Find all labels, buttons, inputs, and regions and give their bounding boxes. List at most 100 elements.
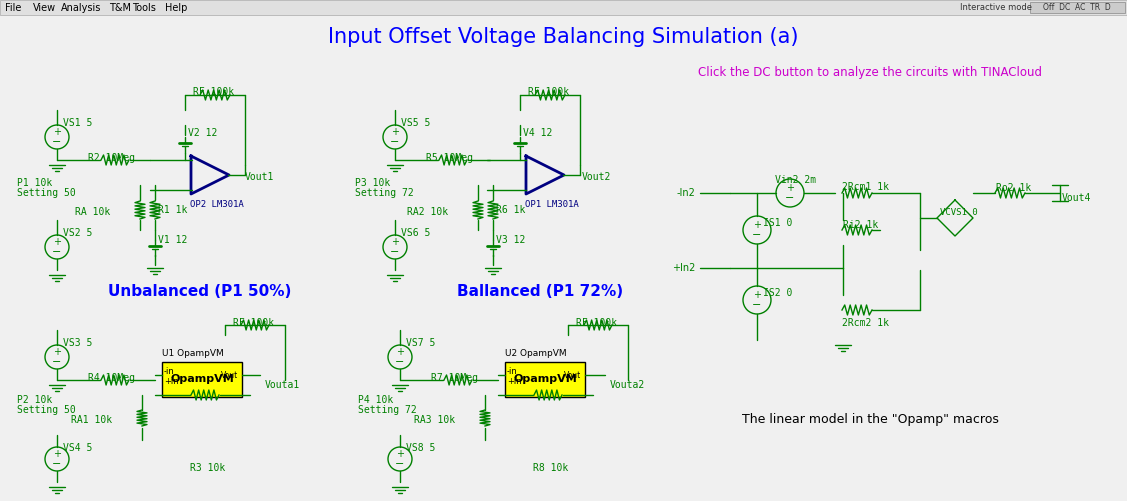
Text: RA3 10k: RA3 10k — [414, 415, 455, 425]
Text: Setting 72: Setting 72 — [358, 405, 417, 415]
Text: OP1 LM301A: OP1 LM301A — [525, 200, 579, 209]
Text: Click the DC button to analyze the circuits with TINACloud: Click the DC button to analyze the circu… — [698, 66, 1042, 79]
Bar — [162, 362, 242, 397]
Text: Off  DC  AC  TR  D: Off DC AC TR D — [1044, 3, 1111, 12]
Text: R1 1k: R1 1k — [158, 205, 187, 215]
Text: 2Rcm2 1k: 2Rcm2 1k — [842, 318, 889, 328]
Text: +: + — [753, 290, 761, 300]
Text: V2 12: V2 12 — [188, 128, 218, 138]
Text: R3 10k: R3 10k — [190, 463, 225, 473]
Text: RF 100k: RF 100k — [233, 318, 274, 328]
Text: R5 10Meg: R5 10Meg — [426, 153, 473, 163]
Text: R4 10Meg: R4 10Meg — [88, 373, 135, 383]
Text: −: − — [390, 137, 400, 147]
Text: Vout4: Vout4 — [1062, 193, 1091, 203]
Text: V3 12: V3 12 — [496, 235, 525, 245]
Text: Vin2 2m: Vin2 2m — [775, 175, 816, 185]
Bar — [505, 362, 585, 397]
Text: Input Offset Voltage Balancing Simulation (a): Input Offset Voltage Balancing Simulatio… — [328, 27, 798, 47]
Text: RF 100k: RF 100k — [193, 87, 234, 97]
Text: +: + — [396, 347, 403, 357]
Text: -In2: -In2 — [676, 188, 695, 198]
Text: +in: +in — [507, 376, 522, 385]
Text: P2 10k: P2 10k — [17, 395, 52, 405]
Text: View: View — [33, 3, 56, 13]
Text: RF 100k: RF 100k — [576, 318, 618, 328]
Text: RF 100k: RF 100k — [529, 87, 569, 97]
Text: Analysis: Analysis — [61, 3, 101, 13]
Text: P1 10k: P1 10k — [17, 178, 52, 188]
Text: U2 OpampVM: U2 OpampVM — [505, 349, 567, 358]
Text: Setting 50: Setting 50 — [17, 188, 76, 198]
Text: Setting 72: Setting 72 — [355, 188, 414, 198]
Text: −: − — [390, 247, 400, 257]
Text: −: − — [396, 357, 405, 367]
Text: +In2: +In2 — [672, 263, 695, 273]
Text: −: − — [52, 357, 62, 367]
Text: +: + — [391, 237, 399, 247]
Text: 2Rcm1 1k: 2Rcm1 1k — [842, 182, 889, 192]
Text: VS3 5: VS3 5 — [63, 338, 92, 348]
Text: +: + — [53, 237, 61, 247]
Text: +: + — [53, 127, 61, 137]
Text: RA 10k: RA 10k — [74, 207, 110, 217]
Text: +: + — [391, 127, 399, 137]
Text: Vouta1: Vouta1 — [265, 380, 300, 390]
Text: Vout: Vout — [221, 372, 238, 380]
Text: OpampVM: OpampVM — [513, 375, 577, 384]
Text: Vout2: Vout2 — [582, 172, 611, 182]
Text: R7 10Meg: R7 10Meg — [431, 373, 478, 383]
Text: +: + — [53, 347, 61, 357]
Text: P3 10k: P3 10k — [355, 178, 390, 188]
Text: Unbalanced (P1 50%): Unbalanced (P1 50%) — [108, 285, 292, 300]
Text: +: + — [396, 449, 403, 459]
Text: IS1 0: IS1 0 — [763, 218, 792, 228]
Text: −: − — [786, 193, 795, 203]
Text: IS2 0: IS2 0 — [763, 288, 792, 298]
Text: VS7 5: VS7 5 — [406, 338, 435, 348]
Text: Tools: Tools — [132, 3, 156, 13]
Text: Vout1: Vout1 — [245, 172, 274, 182]
Text: VS5 5: VS5 5 — [401, 118, 431, 128]
Bar — [1030, 2, 1125, 13]
Text: −: − — [52, 247, 62, 257]
Text: VS4 5: VS4 5 — [63, 443, 92, 453]
Text: R6 1k: R6 1k — [496, 205, 525, 215]
Text: VCVS1 0: VCVS1 0 — [940, 208, 977, 217]
Text: Help: Help — [165, 3, 187, 13]
Text: VS6 5: VS6 5 — [401, 228, 431, 238]
Text: +in: +in — [165, 376, 178, 385]
Text: −: − — [396, 459, 405, 469]
Text: OpampVM: OpampVM — [170, 375, 234, 384]
Text: Interactive mode: Interactive mode — [960, 3, 1032, 12]
Bar — [0, 0, 1127, 15]
Text: U1 OpampVM: U1 OpampVM — [162, 349, 224, 358]
Text: -in: -in — [507, 367, 517, 376]
Text: P4 10k: P4 10k — [358, 395, 393, 405]
Text: VS2 5: VS2 5 — [63, 228, 92, 238]
Text: Vouta2: Vouta2 — [610, 380, 646, 390]
Text: +: + — [786, 183, 795, 193]
Text: −: − — [753, 300, 762, 310]
Text: V4 12: V4 12 — [523, 128, 552, 138]
Text: Ri2 1k: Ri2 1k — [843, 220, 878, 230]
Text: V1 12: V1 12 — [158, 235, 187, 245]
Text: Setting 50: Setting 50 — [17, 405, 76, 415]
Text: OP2 LM301A: OP2 LM301A — [190, 200, 243, 209]
Text: RA2 10k: RA2 10k — [407, 207, 449, 217]
Text: +: + — [753, 220, 761, 230]
Text: VS1 5: VS1 5 — [63, 118, 92, 128]
Text: -in: -in — [165, 367, 175, 376]
Text: The linear model in the "Opamp" macros: The linear model in the "Opamp" macros — [742, 413, 999, 426]
Text: −: − — [753, 230, 762, 240]
Text: R2 10Meg: R2 10Meg — [88, 153, 135, 163]
Text: T&M: T&M — [109, 3, 131, 13]
Text: VS8 5: VS8 5 — [406, 443, 435, 453]
Text: Ballanced (P1 72%): Ballanced (P1 72%) — [456, 285, 623, 300]
Text: +: + — [53, 449, 61, 459]
Text: R8 10k: R8 10k — [533, 463, 568, 473]
Text: Vout: Vout — [564, 372, 582, 380]
Text: File: File — [5, 3, 21, 13]
Text: RA1 10k: RA1 10k — [71, 415, 112, 425]
Text: −: − — [52, 459, 62, 469]
